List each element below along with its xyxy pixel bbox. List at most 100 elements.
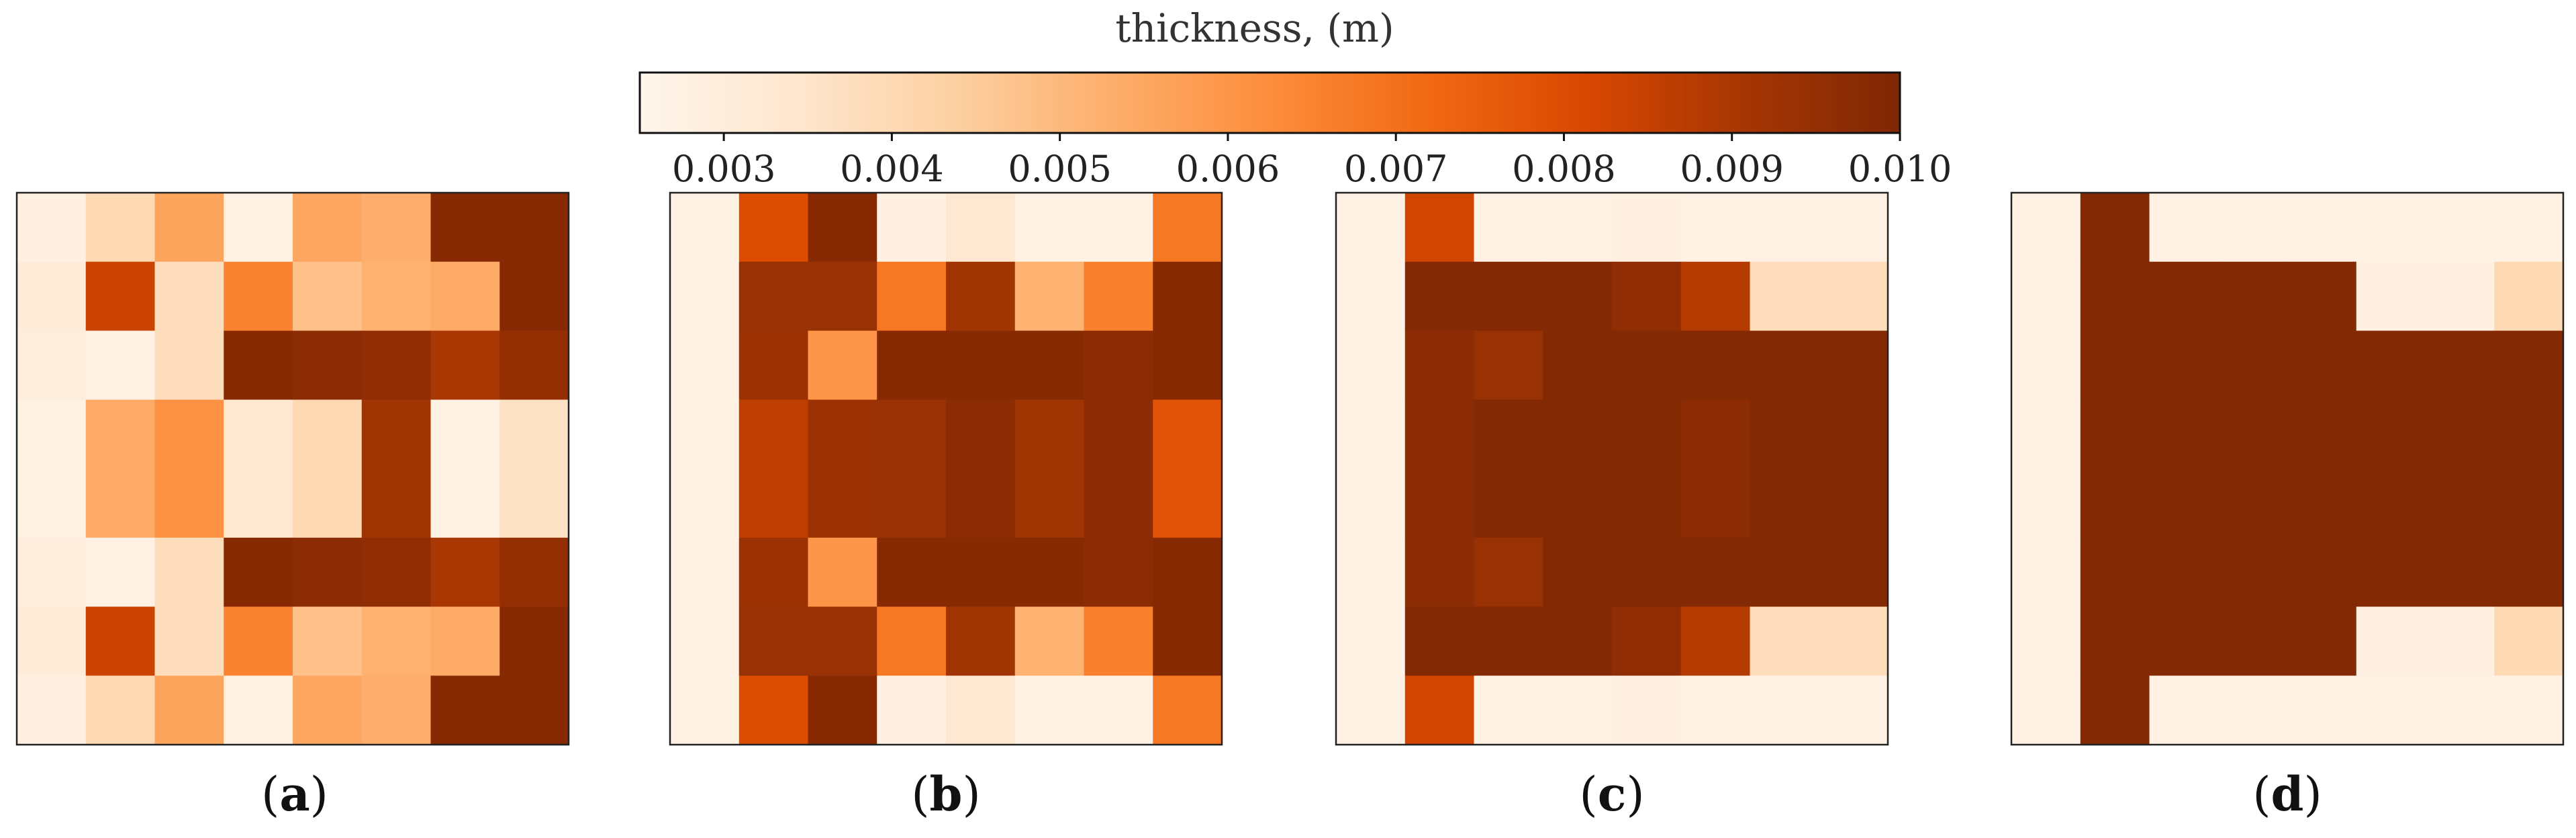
heatmap-cell (1819, 400, 1889, 469)
heatmap-cell (2494, 606, 2564, 676)
heatmap-cell (224, 193, 293, 263)
heatmap-cell (738, 676, 809, 745)
heatmap-cell (1750, 400, 1819, 469)
heatmap-cell (2425, 469, 2495, 539)
heatmap-cell (1153, 261, 1223, 332)
heatmap-cell (1014, 676, 1085, 745)
heatmap-cell (738, 537, 809, 608)
heatmap-cell (85, 469, 156, 539)
heatmap-cell (430, 193, 500, 263)
heatmap-cell (1474, 400, 1543, 469)
heatmap-cell (1014, 193, 1085, 263)
heatmap-cell (499, 330, 569, 400)
heatmap-cell (1153, 330, 1223, 400)
heatmap-cell (2149, 330, 2219, 400)
heatmap-cell (877, 330, 947, 400)
panel-label-c: (c) (1579, 766, 1644, 822)
heatmap-cell (1474, 261, 1543, 332)
heatmap-cell (946, 537, 1016, 608)
heatmap-cell (1336, 676, 1406, 745)
heatmap-cell (738, 606, 809, 676)
heatmap-cell (1543, 469, 1613, 539)
heatmap-cell (2356, 261, 2426, 332)
heatmap-cell (1543, 330, 1613, 400)
heatmap-cell (1612, 400, 1682, 469)
heatmap-cell (85, 676, 156, 745)
heatmap-cell (2080, 330, 2150, 400)
heatmap-cell (1819, 469, 1889, 539)
heatmap-cell (2494, 400, 2564, 469)
heatmap-cell (738, 469, 809, 539)
heatmap-cell (877, 193, 947, 263)
heatmap-cell (2218, 400, 2288, 469)
heatmap-cell (1612, 606, 1682, 676)
heatmap-cell (1404, 400, 1475, 469)
heatmap-cell (499, 261, 569, 332)
heatmap-cell (2425, 400, 2495, 469)
heatmap-cell (946, 469, 1016, 539)
heatmap-cell (1014, 330, 1085, 400)
heatmap-cell (17, 193, 87, 263)
heatmap-cell (1404, 537, 1475, 608)
heatmap-cell (1612, 469, 1682, 539)
heatmap-cell (2494, 676, 2564, 745)
heatmap-cell (2287, 676, 2357, 745)
heatmap-cell (1612, 537, 1682, 608)
heatmap-cell (1750, 261, 1819, 332)
heatmap-cell (1474, 537, 1543, 608)
heatmap-cell (361, 606, 432, 676)
heatmap-cell (361, 537, 432, 608)
heatmap-cell (1404, 193, 1475, 263)
heatmap-cell (1336, 261, 1406, 332)
heatmap-cell (17, 261, 87, 332)
panel-border (15, 191, 570, 746)
panel-border (1335, 191, 1889, 746)
heatmap-cell (85, 400, 156, 469)
heatmap-cell (2218, 676, 2288, 745)
heatmap-cell (293, 676, 363, 745)
heatmap-cell (17, 469, 87, 539)
heatmap-cell (1680, 469, 1751, 539)
heatmap-cell (154, 469, 224, 539)
colorbar-tick-label: 0.010 (1848, 148, 1952, 190)
heatmap-cell (808, 261, 877, 332)
heatmap-cell (670, 537, 740, 608)
heatmap-cell (877, 469, 947, 539)
heatmap-cell (1404, 606, 1475, 676)
heatmap-cell (1474, 676, 1543, 745)
heatmap-cell (224, 330, 293, 400)
heatmap-cell (1543, 400, 1613, 469)
heatmap-cell (1612, 193, 1682, 263)
panel-label-b: (b) (911, 766, 981, 822)
heatmap-cell (2494, 537, 2564, 608)
heatmap-cell (1750, 330, 1819, 400)
heatmap-panel-a: (a) (15, 191, 570, 822)
heatmap-cell (430, 330, 500, 400)
heatmap-cell (499, 469, 569, 539)
heatmap-cell (946, 261, 1016, 332)
heatmap-cell (1084, 193, 1153, 263)
heatmap-cell (2011, 400, 2081, 469)
heatmap-cell (1153, 606, 1223, 676)
heatmap-cell (1750, 537, 1819, 608)
heatmap-cell (293, 537, 363, 608)
heatmap-cell (1819, 606, 1889, 676)
heatmap-cell (946, 400, 1016, 469)
heatmap-cell (1153, 469, 1223, 539)
heatmap-cell (293, 469, 363, 539)
heatmap-cell (2011, 261, 2081, 332)
heatmap-cell (2287, 606, 2357, 676)
heatmap-cell (946, 193, 1016, 263)
heatmap-cell (1336, 537, 1406, 608)
heatmap-cell (293, 400, 363, 469)
heatmap-cell (1680, 676, 1751, 745)
heatmap-cell (1543, 676, 1613, 745)
heatmap-cell (2356, 469, 2426, 539)
heatmap-cell (2080, 193, 2150, 263)
heatmap-cell (17, 330, 87, 400)
heatmap-cell (2425, 676, 2495, 745)
colorbar-tick-label: 0.007 (1344, 148, 1448, 190)
heatmap-cell (2011, 537, 2081, 608)
heatmap-cell (154, 400, 224, 469)
